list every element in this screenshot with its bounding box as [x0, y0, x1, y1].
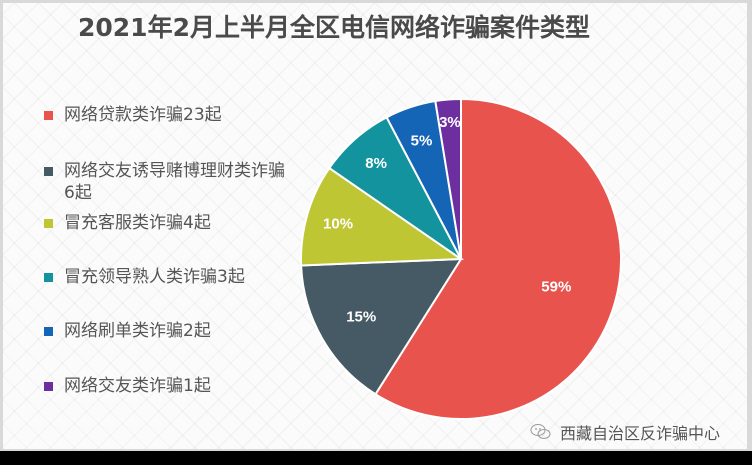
footer-text: 西藏自治区反诈骗中心 [560, 424, 721, 443]
pie-percent-label: 8% [365, 155, 387, 172]
legend-swatch [44, 327, 53, 336]
wechat-icon [530, 424, 551, 439]
legend-swatch [44, 273, 53, 282]
legend-item: 冒充领导熟人类诈骗3起 [44, 266, 304, 288]
legend-item: 冒充客服类诈骗4起 [44, 212, 304, 234]
legend-item: 网络刷单类诈骗2起 [44, 320, 304, 342]
pie-labels: 59% 15% 10% 8% 5% 3% [323, 114, 571, 326]
pie-slice [300, 257, 463, 396]
legend-item: 网络贷款类诈骗23起 [44, 104, 304, 126]
footer-source: 西藏自治区反诈骗中心 [530, 420, 720, 444]
legend-label: 网络贷款类诈骗23起 [64, 105, 222, 125]
pie-slice [300, 166, 465, 267]
pie-percent-label: 3% [439, 114, 461, 131]
legend-swatch [44, 382, 53, 391]
legend-item: 网络交友诱导赌博理财类诈骗6起 [44, 160, 294, 204]
pie-slice [374, 97, 622, 420]
legend-label: 冒充客服类诈骗4起 [64, 213, 211, 233]
legend-label: 网络交友类诈骗1起 [64, 376, 211, 396]
pie-percent-label: 5% [411, 133, 433, 150]
legend-label: 网络刷单类诈骗2起 [64, 321, 211, 341]
pie-slice [434, 97, 462, 260]
pie-slices [300, 97, 622, 420]
pie-percent-label: 15% [346, 309, 376, 326]
legend-item: 网络交友类诈骗1起 [44, 375, 304, 397]
legend-swatch [44, 111, 53, 120]
pie-percent-label: 10% [323, 215, 353, 232]
legend-swatch [44, 167, 53, 176]
legend-label: 冒充领导熟人类诈骗3起 [64, 267, 245, 287]
pie-percent-label: 59% [541, 279, 571, 296]
chart-title: 2021年2月上半月全区电信网络诈骗案件类型 [78, 13, 590, 42]
legend-swatch [44, 219, 53, 228]
legend-label: 网络交友诱导赌博理财类诈骗6起 [64, 161, 285, 203]
